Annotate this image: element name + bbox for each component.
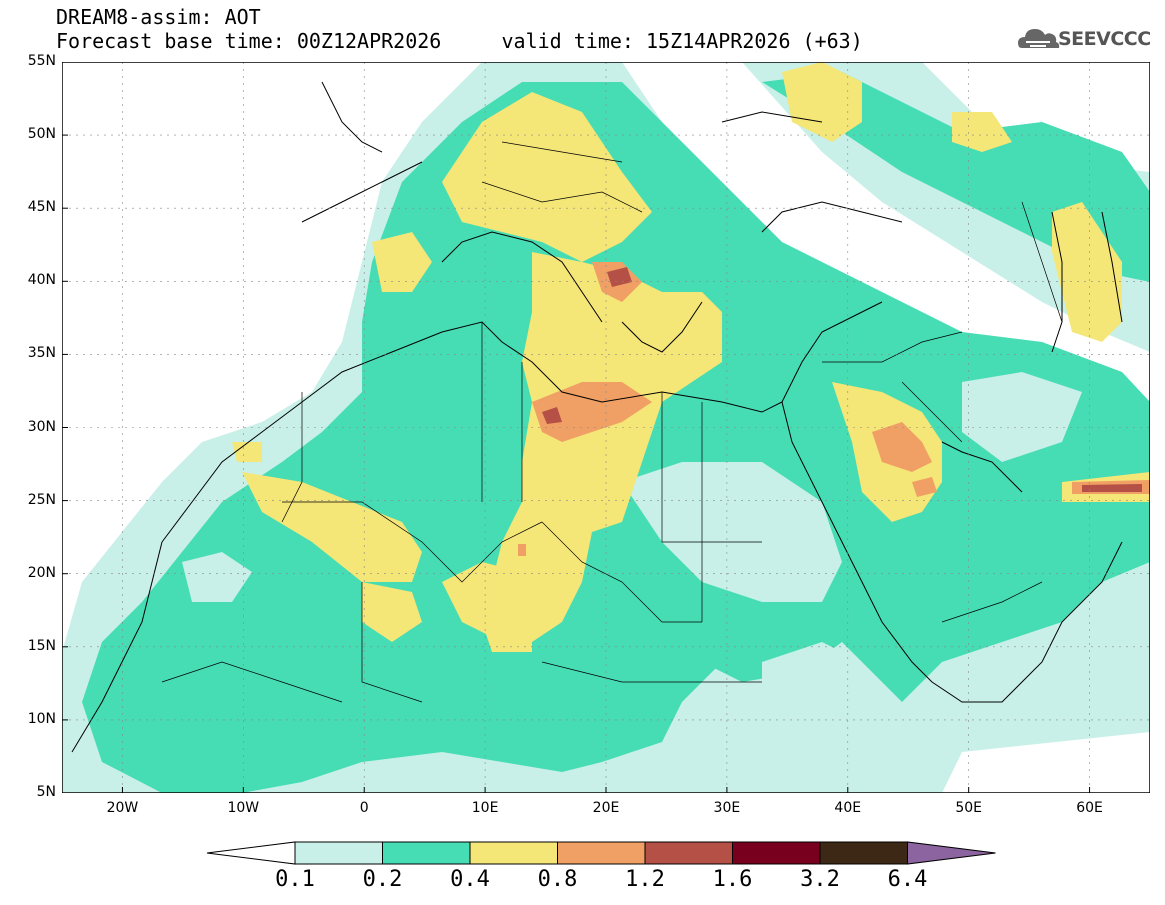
colorbar-over-triangle [907,841,996,865]
lon-label: 10W [227,800,260,816]
lat-label: 40N [27,272,56,289]
seevccc-logo: SEEVCCC [1058,28,1151,50]
aot-map [62,62,1150,793]
colorbar-label: 0.4 [450,867,490,892]
lon-label: 20W [106,800,139,816]
axis-ticks [62,62,1091,793]
lon-label: 10E [471,800,499,816]
aot-field-low-patches [182,372,1082,712]
lat-label: 55N [27,53,56,69]
lon-label: 60E [1076,800,1103,816]
country-borders [161,141,1063,703]
lon-label: 20E [592,800,620,816]
lat-label: 5N [36,784,56,800]
colorbar-under-triangle [206,841,296,865]
lon-label: 0 [359,800,369,816]
colorbar-label: 6.4 [887,867,928,892]
forecast-time-subtitle: Forecast base time: 00Z12APR2026 valid t… [56,29,863,53]
colorbar-label: 3.2 [800,867,840,892]
aot-field-0.4-0.8 [232,62,1150,652]
colorbar-segment [294,841,383,865]
lat-label: 45N [27,199,56,216]
colorbar-segment [382,841,471,865]
lat-label: 30N [27,418,56,435]
lat-label: 35N [27,345,56,362]
colorbar-label: 1.2 [625,867,665,892]
lat-label: 10N [27,710,56,727]
lat-label: 20N [27,564,56,581]
aot-field-1.2-1.6 [542,267,1142,492]
colorbar-label: 0.1 [275,867,315,892]
map-title: DREAM8-assim: AOT [56,5,261,29]
lat-label: 15N [27,637,56,654]
colorbar-segment [469,841,558,865]
graticule [62,62,1150,793]
lat-label: 25N [27,491,56,508]
coastlines [71,81,1123,753]
colorbar-label: 0.2 [362,867,403,892]
colorbar-segment [557,841,646,865]
cloud-icon [1018,29,1060,48]
lon-label: 30E [713,800,741,816]
lon-label: 40E [834,800,862,816]
lat-label: 50N [27,126,56,143]
colorbar-label: 1.6 [712,867,753,892]
lon-label: 50E [955,800,982,816]
colorbar-segment [644,841,733,865]
colorbar-segment [732,841,821,865]
colorbar-label: 0.8 [537,867,578,892]
colorbar [206,841,996,865]
colorbar-segment [819,841,908,865]
